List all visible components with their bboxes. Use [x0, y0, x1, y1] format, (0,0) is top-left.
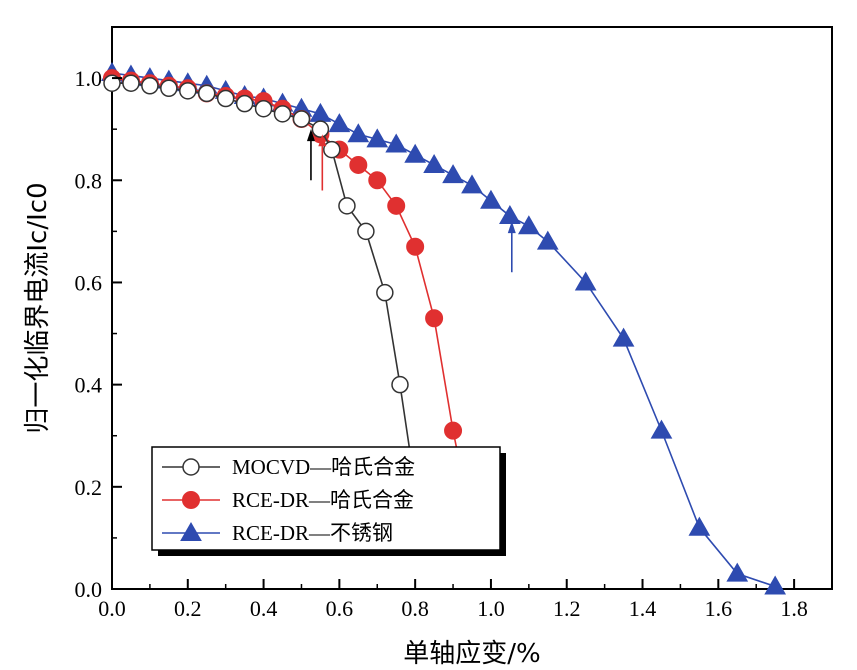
legend-label: RCE-DR—不锈钢 — [232, 521, 393, 545]
x-tick-label: 1.6 — [705, 596, 733, 621]
data-point — [338, 197, 356, 215]
legend-label: RCE-DR—哈氏合金 — [232, 488, 414, 512]
data-point — [122, 74, 140, 92]
legend-entry: MOCVD—哈氏合金 — [162, 455, 415, 479]
data-point — [404, 143, 427, 163]
x-tick-label: 0.0 — [98, 596, 126, 621]
data-point — [235, 94, 254, 113]
data-point — [141, 77, 159, 95]
annotation-layer — [306, 129, 516, 273]
annotation-arrow-head — [507, 221, 516, 234]
tick-layer: 0.0 0.2 0.4 0.6 0.8 1.0 1.2 1.4 1.6 1.8 0.0 0.2 0.4 0… — [75, 26, 808, 621]
x-tick-label: 0.4 — [250, 596, 278, 621]
data-point — [323, 140, 341, 159]
data-point — [425, 309, 444, 328]
x-tick-label: 1.8 — [780, 596, 808, 621]
x-tick-label: 0.2 — [174, 596, 202, 621]
data-point — [574, 271, 597, 291]
plot-border — [111, 26, 833, 590]
data-point — [254, 99, 273, 118]
data-point — [292, 110, 311, 128]
x-tick-label: 1.0 — [477, 596, 505, 621]
legend-label: MOCVD—哈氏合金 — [232, 455, 415, 479]
data-point — [688, 516, 711, 536]
data-point — [536, 230, 559, 250]
data-point — [480, 189, 502, 209]
y-tick-label: 0.8 — [75, 168, 103, 193]
legend-marker — [182, 491, 200, 509]
series-0 — [103, 74, 416, 487]
legend-marker — [182, 458, 200, 476]
annotation-arrow-head — [306, 129, 315, 142]
data-point — [391, 375, 409, 394]
legend: MOCVD—哈氏合金 RCE-DR—哈氏合金 RCE-DR—不锈钢 — [151, 446, 506, 556]
x-tick-label: 0.6 — [326, 596, 354, 621]
x-tick-label: 1.4 — [629, 596, 657, 621]
legend-entry: RCE-DR—哈氏合金 — [162, 488, 414, 512]
data-point — [273, 105, 292, 123]
data-point — [650, 419, 673, 439]
data-point — [197, 84, 216, 103]
annotation-arrow-head — [318, 134, 327, 147]
data-point — [160, 79, 178, 98]
data-point — [366, 128, 389, 148]
y-tick-label: 0.2 — [75, 475, 103, 500]
data-point — [349, 155, 368, 174]
y-tick-label: 0.0 — [75, 577, 103, 602]
data-point — [216, 89, 235, 108]
data-point — [179, 82, 197, 100]
data-point — [499, 205, 521, 225]
y-tick-label: 0.6 — [75, 270, 103, 295]
x-tick-label: 0.8 — [401, 596, 429, 621]
data-point — [347, 123, 370, 143]
data-point — [357, 222, 375, 241]
data-point — [726, 562, 749, 582]
data-point — [406, 237, 425, 256]
y-tick-label: 1.0 — [75, 66, 103, 91]
plot-frame — [111, 26, 833, 590]
legend-marker — [180, 521, 202, 541]
x-axis-title: 单轴应变/% — [403, 639, 540, 669]
legend-entry: RCE-DR—不锈钢 — [162, 521, 393, 545]
data-point — [612, 327, 635, 347]
data-point — [442, 164, 464, 184]
x-tick-label: 1.2 — [553, 596, 581, 621]
data-point — [103, 74, 121, 92]
data-point — [444, 421, 463, 440]
data-point — [368, 171, 387, 190]
data-point — [517, 215, 540, 235]
series-line — [111, 77, 466, 487]
y-tick-label: 0.4 — [75, 373, 103, 398]
data-point — [311, 120, 330, 138]
data-point — [387, 196, 406, 215]
data-point — [423, 153, 445, 173]
data-point — [461, 174, 483, 194]
series-layer — [101, 61, 787, 595]
y-axis-title: 归一化临界电流Ic/Ic0 — [23, 182, 53, 433]
series-1 — [103, 69, 466, 487]
data-point — [376, 283, 394, 302]
data-point — [385, 133, 408, 153]
data-point — [328, 113, 351, 133]
data-point — [764, 575, 787, 595]
